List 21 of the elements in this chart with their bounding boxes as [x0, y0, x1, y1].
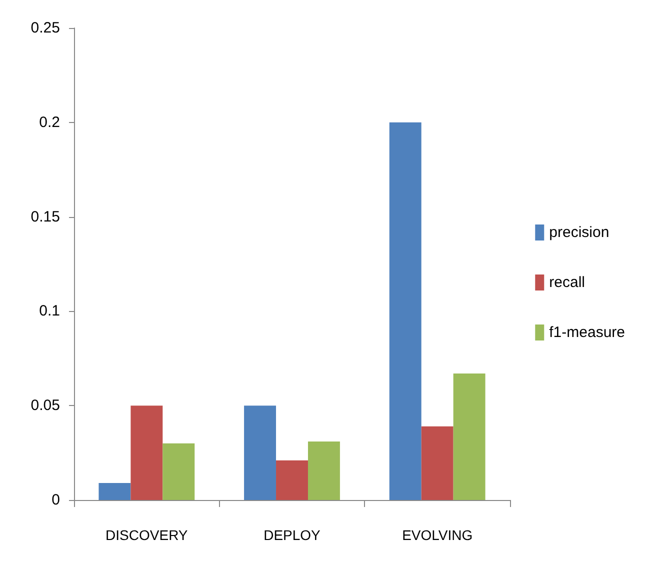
y-tick-label: 0.15: [30, 208, 60, 226]
x-tick-label: DEPLOY: [264, 527, 322, 543]
legend-label: recall: [549, 274, 585, 291]
y-tick-label: 0.05: [30, 397, 60, 414]
y-tick-label: 0.25: [30, 20, 60, 36]
y-tick-label: 0: [52, 492, 60, 508]
bar: [389, 122, 422, 500]
bar: [98, 483, 131, 500]
bar: [453, 374, 486, 500]
x-tick-label: DISCOVERY: [106, 527, 188, 543]
legend-label: f1-measure: [549, 324, 626, 341]
y-tick-label: 0.1: [39, 302, 60, 320]
y-tick-label: 0.2: [39, 114, 60, 131]
bar: [276, 460, 308, 500]
bar: [162, 443, 195, 500]
x-tick-label: EVOLVING: [402, 527, 473, 543]
bar: [130, 406, 163, 500]
bar: [421, 426, 454, 500]
legend-label: precision: [549, 224, 610, 241]
bar: [244, 406, 276, 500]
bar: [308, 441, 340, 500]
